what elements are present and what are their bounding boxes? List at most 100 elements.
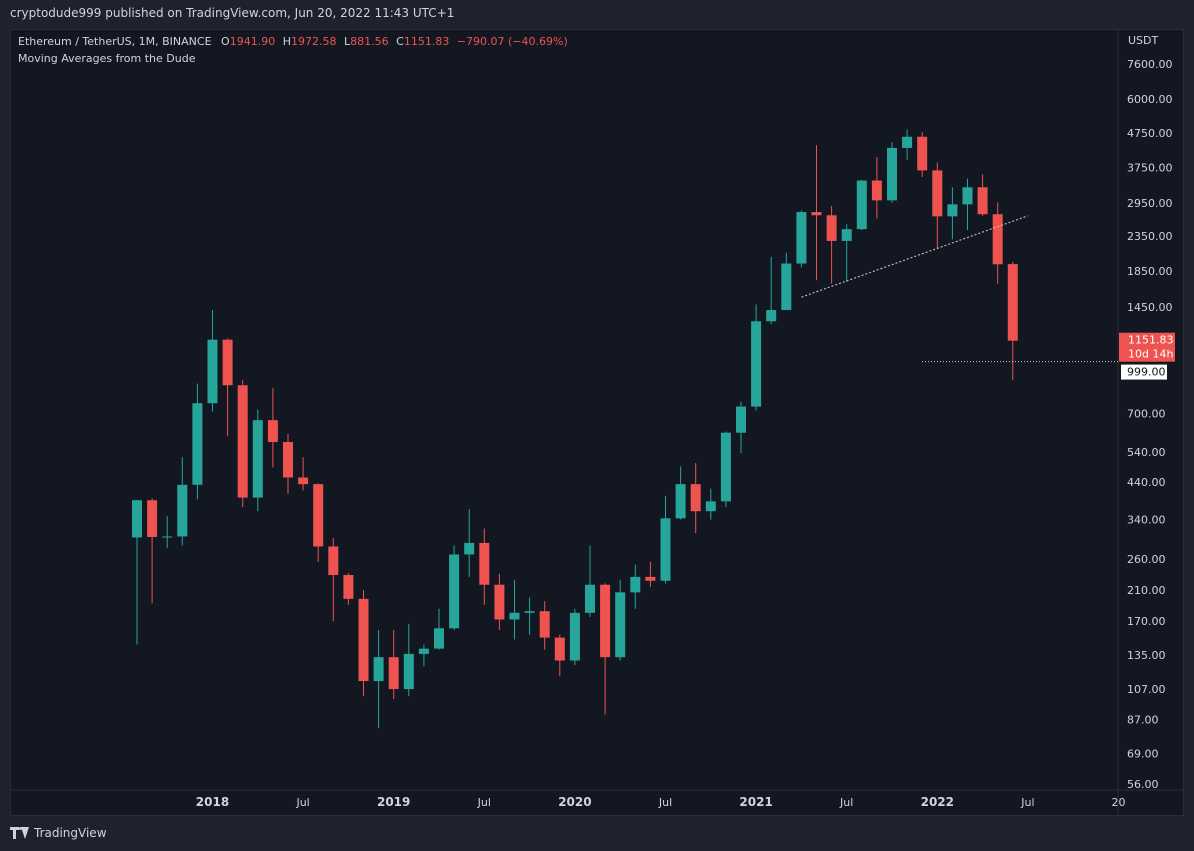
open-label: O	[221, 35, 230, 48]
price-tick-label: 540.00	[1127, 446, 1166, 459]
candle-body[interactable]	[554, 637, 565, 661]
candle-body[interactable]	[766, 310, 777, 322]
tradingview-footer[interactable]: TradingView	[10, 826, 107, 840]
candle-body[interactable]	[902, 136, 913, 148]
horizontal-level-label: 999.00	[1127, 366, 1166, 379]
price-tick-label: 1450.00	[1127, 301, 1173, 314]
candle-body[interactable]	[736, 406, 746, 433]
candle-body[interactable]	[192, 403, 203, 485]
candle-body[interactable]	[418, 648, 429, 654]
candle-body[interactable]	[388, 657, 399, 690]
candle-body[interactable]	[539, 611, 550, 638]
candle-body[interactable]	[373, 657, 384, 682]
candle-body[interactable]	[343, 574, 354, 599]
price-tick-label: 260.00	[1127, 553, 1166, 566]
candle-body[interactable]	[917, 136, 928, 171]
candle-body[interactable]	[283, 442, 293, 478]
candle-body[interactable]	[464, 542, 475, 555]
candle-body[interactable]	[826, 215, 837, 241]
candle-body[interactable]	[675, 484, 686, 519]
chart-frame[interactable]	[10, 29, 1184, 816]
price-tick-label: 56.00	[1127, 778, 1159, 791]
time-axis[interactable]: 2018 Jul 2019 Jul 2020 Jul 2021 Jul 2022 Jul 20	[196, 795, 1126, 809]
candle-body[interactable]	[313, 484, 324, 547]
candle-body[interactable]	[403, 653, 414, 690]
candle-body[interactable]	[494, 584, 505, 620]
price-tick-label: 7600.00	[1127, 58, 1173, 71]
candle-body[interactable]	[992, 214, 1003, 265]
candle-body[interactable]	[811, 212, 822, 216]
candle-body[interactable]	[569, 612, 580, 661]
price-tick-label: 3750.00	[1127, 162, 1173, 175]
time-tick-label: 2021	[739, 795, 772, 809]
symbol-title[interactable]: Ethereum / TetherUS, 1M, BINANCE	[18, 35, 212, 48]
candle-body[interactable]	[267, 420, 278, 443]
candle-body[interactable]	[585, 584, 595, 613]
candle-body[interactable]	[132, 500, 142, 538]
open-value: 1941.90	[229, 35, 276, 48]
price-axis[interactable]: 7600.00 6000.00 4750.00 3750.00 2950.00 2350.…	[1127, 58, 1173, 791]
time-tick-label: Jul	[295, 796, 309, 809]
candle-body[interactable]	[977, 187, 988, 215]
candle-body[interactable]	[645, 576, 656, 581]
candle-body[interactable]	[751, 321, 762, 407]
candle-body[interactable]	[358, 598, 369, 682]
candle-body[interactable]	[434, 628, 444, 649]
time-tick-label: 2018	[196, 795, 229, 809]
close-label: C	[396, 35, 404, 48]
low-value: 881.56	[350, 35, 389, 48]
candle-body[interactable]	[796, 212, 807, 264]
candle-body[interactable]	[947, 204, 958, 217]
price-tick-label: 4750.00	[1127, 127, 1173, 140]
candle-body[interactable]	[479, 542, 490, 585]
chart-legend[interactable]: Ethereum / TetherUS, 1M, BINANCE O1941.9…	[18, 35, 568, 65]
price-tick-label: 87.00	[1127, 713, 1159, 726]
high-value: 1972.58	[291, 35, 337, 48]
candle-body[interactable]	[162, 536, 173, 538]
candle-body[interactable]	[871, 180, 882, 201]
candle-body[interactable]	[600, 584, 611, 658]
tradingview-logo-icon	[10, 827, 30, 839]
candle-body[interactable]	[781, 263, 792, 311]
price-tick-label: 170.00	[1127, 615, 1166, 628]
candle-body[interactable]	[615, 592, 626, 658]
candle-body[interactable]	[856, 180, 867, 230]
candle-body[interactable]	[932, 170, 943, 217]
horizontal-level-tag: 999.00	[1121, 364, 1167, 380]
candle-body[interactable]	[509, 612, 520, 620]
candle-body[interactable]	[147, 500, 158, 537]
price-tick-label: 440.00	[1127, 476, 1166, 489]
candle-body[interactable]	[630, 576, 641, 593]
candle-body[interactable]	[660, 518, 671, 581]
candle-body[interactable]	[177, 484, 188, 537]
last-price-tag: 1151.83 10d 14h	[1119, 332, 1175, 362]
price-tick-label: 69.00	[1127, 747, 1159, 760]
candle-body[interactable]	[207, 339, 218, 404]
price-tick-label: 340.00	[1127, 514, 1166, 527]
candle-body[interactable]	[328, 546, 339, 575]
price-tick-label: 2350.00	[1127, 230, 1173, 243]
candle-body[interactable]	[841, 229, 852, 241]
time-tick-label: 2022	[921, 795, 954, 809]
published-by-text: cryptodude999 published on TradingView.c…	[10, 6, 455, 20]
candle-body[interactable]	[222, 339, 233, 386]
currency-label: USDT	[1128, 34, 1159, 47]
candle-body[interactable]	[962, 187, 973, 205]
price-tick-label: 1850.00	[1127, 265, 1173, 278]
low-label: L	[344, 35, 351, 48]
candle-body[interactable]	[449, 554, 460, 629]
price-tick-label: 135.00	[1127, 649, 1166, 662]
candle-body[interactable]	[705, 501, 716, 512]
horizontal-level-tag-bg	[1121, 364, 1167, 380]
candle-body[interactable]	[1007, 264, 1018, 341]
candle-body[interactable]	[887, 147, 897, 201]
candle-body[interactable]	[298, 477, 309, 485]
candle-body[interactable]	[524, 611, 535, 613]
candle-body[interactable]	[720, 432, 731, 502]
trendline[interactable]	[801, 215, 1029, 298]
candle-body[interactable]	[237, 385, 248, 498]
indicator-name[interactable]: Moving Averages from the Dude	[18, 52, 196, 65]
candle-body[interactable]	[252, 420, 263, 498]
candle-body[interactable]	[690, 484, 701, 512]
